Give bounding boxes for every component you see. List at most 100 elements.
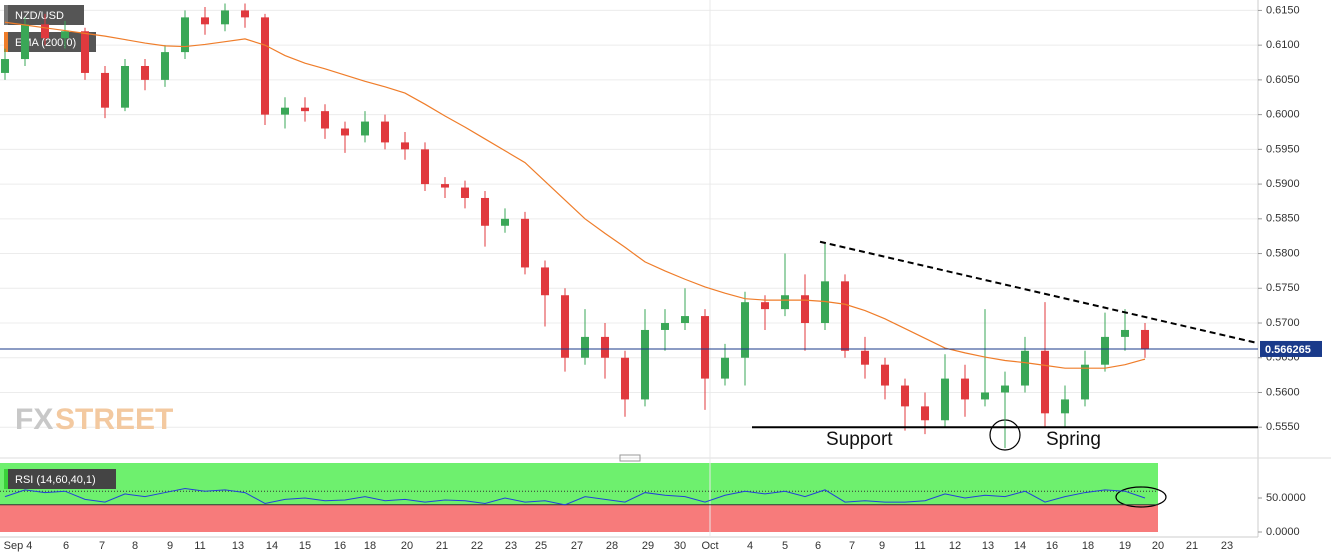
x-tick-label: 6 <box>63 540 69 552</box>
legend-label: EMA (200,0) <box>15 37 76 49</box>
candle-body <box>181 17 189 53</box>
candle-body <box>1101 336 1109 365</box>
candle-body <box>601 336 609 358</box>
x-tick-label: 20 <box>401 540 413 552</box>
candle-body <box>781 295 789 310</box>
candle-body <box>21 24 29 60</box>
candle-body <box>1001 385 1009 393</box>
y-tick-label: 0.6100 <box>1266 39 1300 51</box>
annotation: Spring <box>1046 429 1101 450</box>
candle-body <box>881 364 889 386</box>
candle-body <box>361 121 369 136</box>
candle-body <box>941 378 949 421</box>
last-price-box <box>1260 340 1322 357</box>
x-tick-label: Oct <box>701 540 718 552</box>
candle-body <box>301 107 309 112</box>
candle-body <box>521 218 529 268</box>
x-tick-label: 23 <box>505 540 517 552</box>
candle-body <box>81 31 89 73</box>
candle-body <box>1081 364 1089 400</box>
candle-body <box>441 184 449 188</box>
ema-line <box>4 21 1146 369</box>
zone-high <box>0 463 1158 505</box>
x-tick-label: 30 <box>674 540 686 552</box>
x-tick-label: 16 <box>334 540 346 552</box>
x-tick-label: 9 <box>167 540 173 552</box>
candle-body <box>621 357 629 400</box>
x-tick-label: 13 <box>982 540 994 552</box>
candle-body <box>861 350 869 365</box>
x-tick-label: 11 <box>194 540 205 552</box>
candle-body <box>101 72 109 108</box>
y-tick-label: 0.5750 <box>1266 282 1300 294</box>
legend-label: NZD/USD <box>15 10 64 22</box>
candle-body <box>261 17 269 115</box>
candle-body <box>501 218 509 226</box>
candle-body <box>681 316 689 324</box>
legend-label: RSI (14,60,40,1) <box>15 474 96 486</box>
candle-body <box>701 316 709 379</box>
legend-box <box>4 469 116 489</box>
y-tick-label: 0.5600 <box>1266 386 1300 398</box>
x-tick-label: 15 <box>299 540 311 552</box>
candle-body <box>1061 399 1069 414</box>
panel-handle <box>619 454 641 462</box>
legend-swatch <box>4 5 8 25</box>
candle-body <box>41 24 49 39</box>
y-tick-label: 0.6050 <box>1266 74 1300 86</box>
x-tick-label: 14 <box>1014 540 1026 552</box>
candle-body <box>1141 329 1149 349</box>
x-tick-label: 6 <box>815 540 821 552</box>
x-tick-label: 8 <box>132 540 138 552</box>
candle-body <box>541 267 549 296</box>
candle-body <box>661 323 669 330</box>
candle-body <box>901 385 909 407</box>
candle-body <box>961 378 969 400</box>
watermark: STREET <box>55 403 173 436</box>
candle-body <box>341 128 349 136</box>
candle-body <box>421 149 429 185</box>
legend-swatch <box>4 32 8 52</box>
x-tick-label: 25 <box>535 540 547 552</box>
watermark: FX <box>15 403 53 436</box>
candle-body <box>201 17 209 25</box>
candle-body <box>741 302 749 358</box>
x-tick-label: 14 <box>266 540 278 552</box>
candle-body <box>761 302 769 310</box>
x-tick-label: 7 <box>849 540 855 552</box>
candle-body <box>561 295 569 358</box>
x-tick-label: 27 <box>571 540 583 552</box>
legend-swatch <box>4 469 8 489</box>
x-tick-label: 16 <box>1046 540 1058 552</box>
candle-body <box>121 65 129 108</box>
zone-low <box>0 504 1158 532</box>
candle-body <box>1121 329 1129 337</box>
candle-body <box>321 111 329 129</box>
x-tick-label: 18 <box>1082 540 1094 552</box>
x-tick-label: 7 <box>99 540 105 552</box>
y-tick-label: 50.0000 <box>1266 492 1306 504</box>
candle-body <box>281 107 289 115</box>
x-tick-label: 29 <box>642 540 654 552</box>
y-tick-label: 0.0000 <box>1266 526 1300 538</box>
candle-body <box>461 187 469 198</box>
y-tick-label: 0.5900 <box>1266 178 1300 190</box>
candle-body <box>141 65 149 80</box>
candle-body <box>641 329 649 400</box>
candle-body <box>1041 350 1049 414</box>
y-tick-label: 0.6150 <box>1266 4 1300 16</box>
y-tick-label: 0.5800 <box>1266 247 1300 259</box>
x-tick-label: 19 <box>1119 540 1131 552</box>
candle-body <box>161 52 169 80</box>
y-tick-label: 0.5850 <box>1266 213 1300 225</box>
candle-body <box>401 142 409 150</box>
candle-body <box>241 10 249 18</box>
rsi-line <box>4 487 1146 506</box>
candle-body <box>1021 350 1029 386</box>
y-tick-label: 0.5700 <box>1266 317 1300 329</box>
x-tick-label: 5 <box>782 540 788 552</box>
y-tick-label: 0.6000 <box>1266 109 1300 121</box>
x-tick-label: Sep 4 <box>4 540 33 552</box>
y-tick-label: 0.5950 <box>1266 143 1300 155</box>
